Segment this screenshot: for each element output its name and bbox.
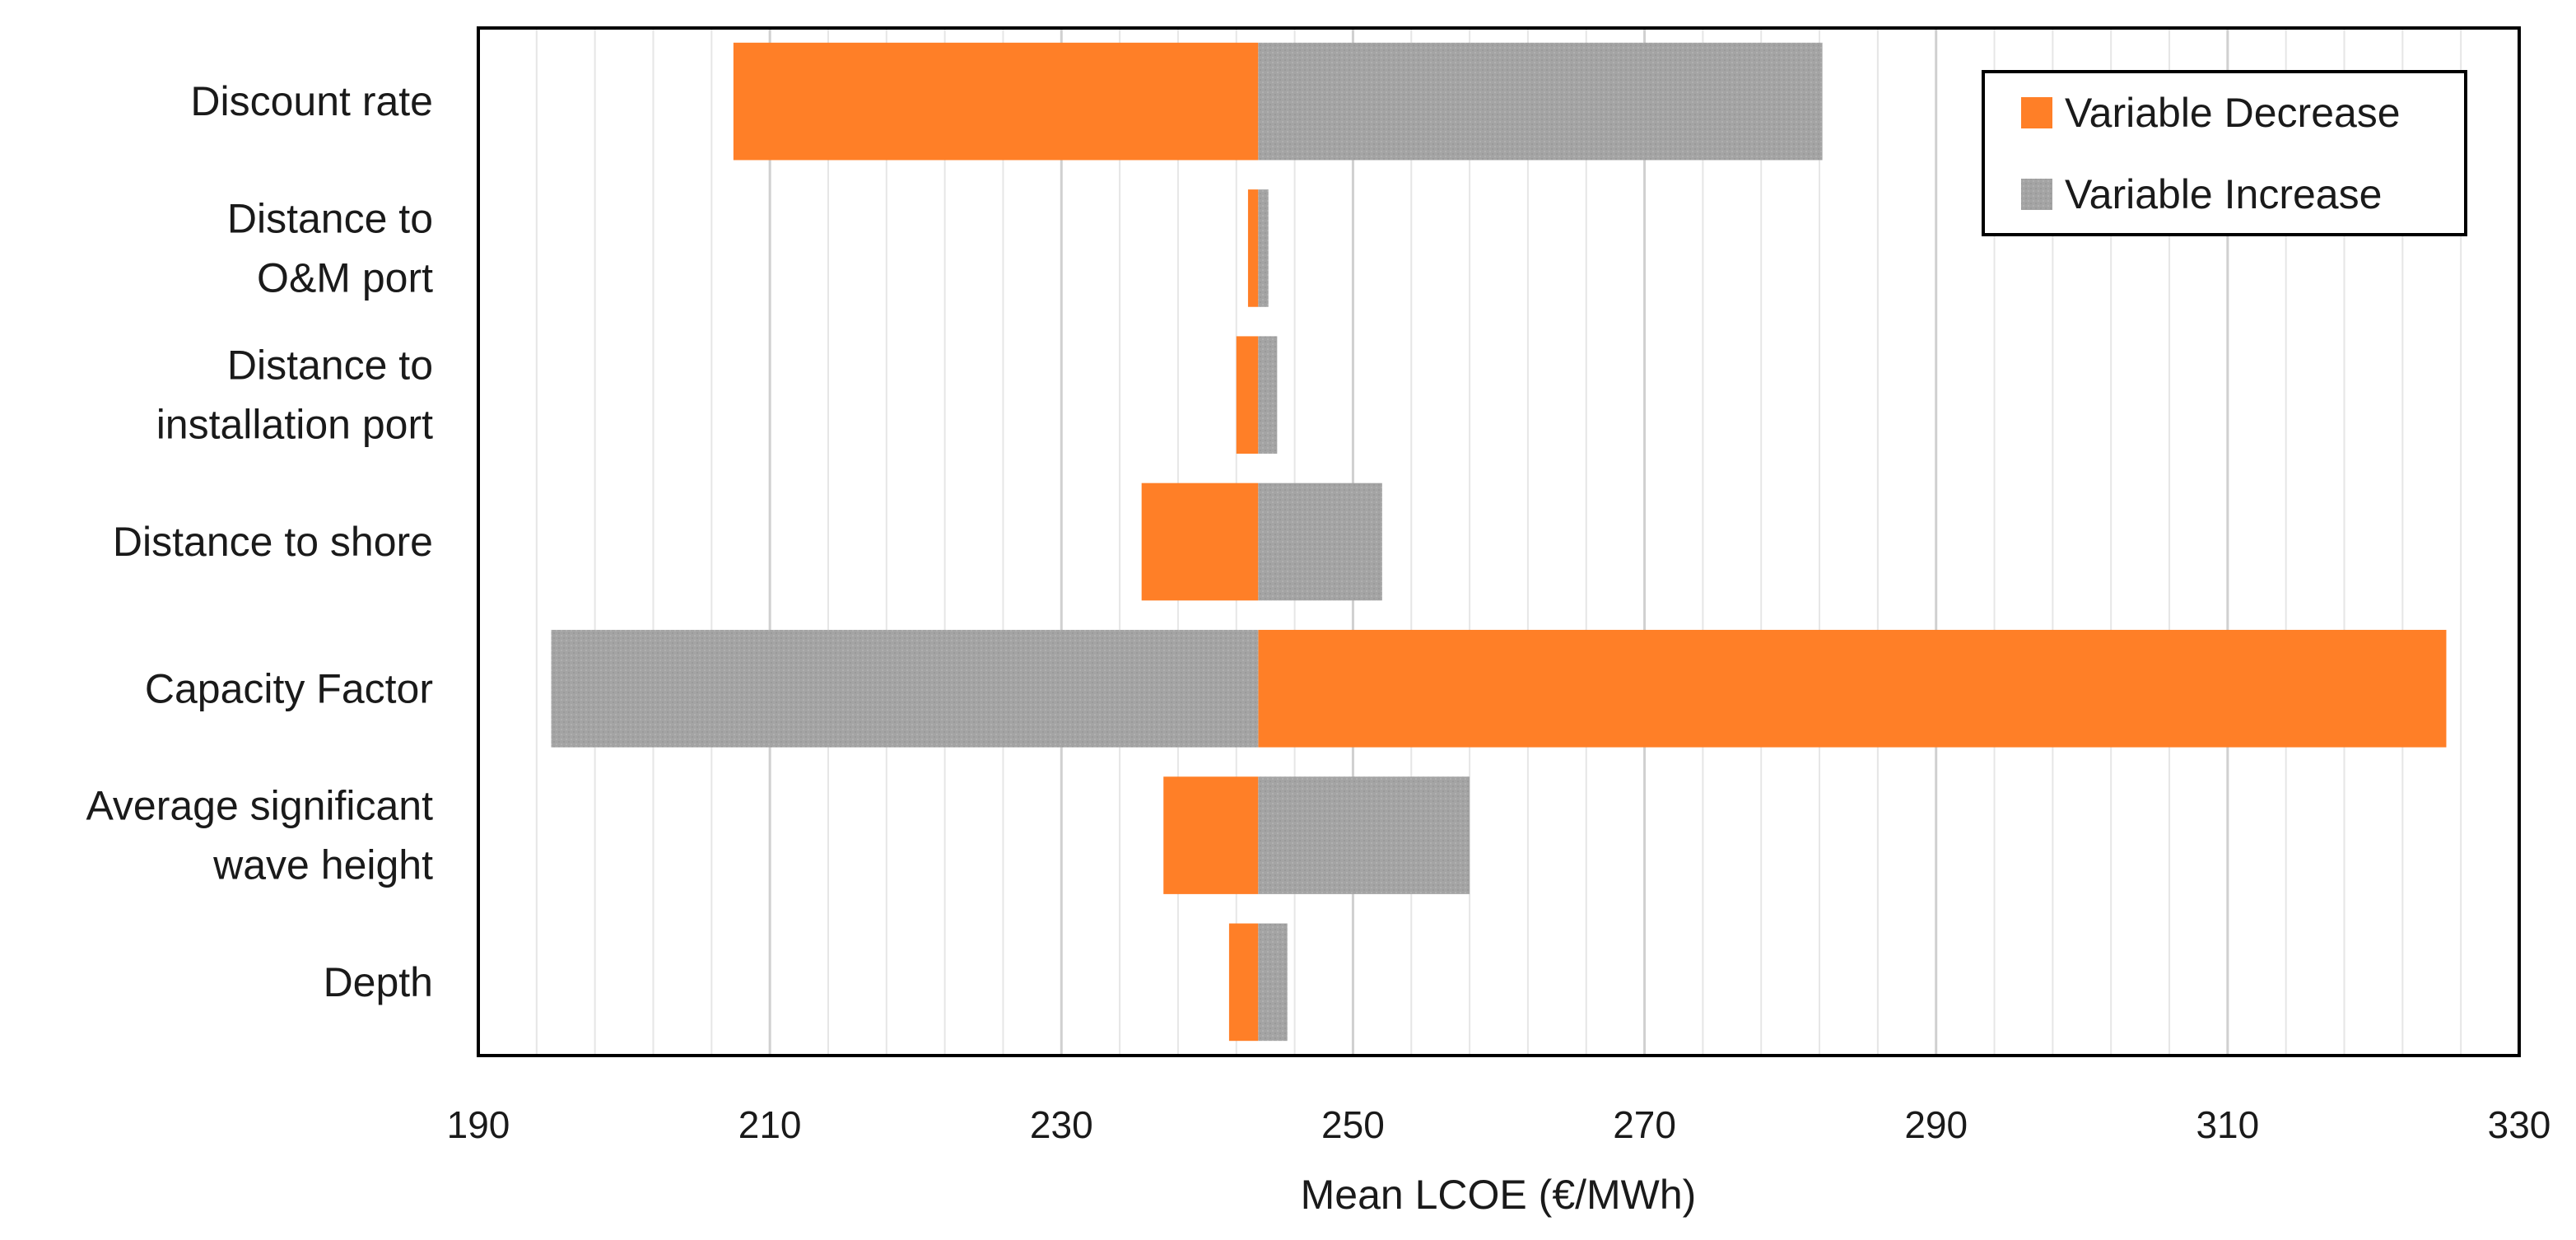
legend: Variable Decrease Variable Increase: [1982, 70, 2467, 236]
category-label-line: installation port: [156, 402, 433, 448]
category-label-line: Discount rate: [190, 78, 433, 124]
category-label-depth: Depth: [324, 959, 433, 1005]
category-label-average-significant-wave-height: Average significant wave height: [86, 783, 433, 888]
category-label-discount-rate: Discount rate: [190, 78, 433, 124]
bar-variable-increase-distance-to-installation-port: [1258, 336, 1278, 455]
category-label-line: wave height: [212, 842, 433, 888]
legend-swatch-variable-increase: [2021, 179, 2052, 210]
x-tick-label-310: 310: [2196, 1103, 2259, 1146]
bar-variable-decrease-distance-to-o-m-port: [1247, 189, 1259, 307]
x-tick-label-230: 230: [1030, 1103, 1093, 1146]
x-tick-label-210: 210: [738, 1103, 802, 1146]
legend-box: [1982, 70, 2467, 236]
x-axis-ticks: 190 210 230 250 270 290 310 330: [447, 1103, 2551, 1146]
bar-variable-increase-distance-to-shore: [1258, 482, 1382, 601]
category-label-line: Average significant: [86, 783, 433, 829]
category-label-line: Distance to: [227, 343, 433, 389]
category-label-line: Capacity Factor: [145, 665, 433, 711]
category-label-line: Distance to shore: [113, 519, 433, 565]
x-tick-label-330: 330: [2488, 1103, 2551, 1146]
bar-variable-decrease-distance-to-installation-port: [1236, 336, 1259, 455]
bar-variable-decrease-average-significant-wave-height: [1163, 776, 1259, 894]
bar-variable-increase-average-significant-wave-height: [1258, 776, 1470, 894]
bar-variable-decrease-capacity-factor: [1258, 629, 2447, 748]
category-label-distance-to-shore: Distance to shore: [113, 519, 433, 565]
bars: [551, 42, 2447, 1042]
bar-variable-increase-distance-to-o-m-port: [1258, 189, 1269, 307]
category-label-line: Depth: [324, 959, 433, 1005]
legend-swatch-variable-decrease: [2021, 97, 2052, 128]
category-label-capacity-factor: Capacity Factor: [145, 665, 433, 711]
legend-label-variable-decrease: Variable Decrease: [2065, 90, 2401, 136]
legend-label-variable-increase: Variable Increase: [2065, 171, 2382, 217]
category-label-distance-to-o-m-port: Distance to O&M port: [227, 195, 433, 301]
bar-variable-increase-capacity-factor: [551, 629, 1259, 748]
bar-variable-increase-depth: [1258, 923, 1288, 1042]
bar-variable-decrease-distance-to-shore: [1141, 482, 1259, 601]
bar-variable-increase-discount-rate: [1258, 42, 1823, 161]
bar-variable-decrease-discount-rate: [733, 42, 1259, 161]
legend-entries: Variable Decrease Variable Increase: [2021, 90, 2401, 217]
x-axis-title: Mean LCOE (€/MWh): [1301, 1172, 1697, 1218]
x-tick-label-270: 270: [1613, 1103, 1676, 1146]
category-label-line: O&M port: [257, 254, 433, 301]
category-label-line: Distance to: [227, 195, 433, 241]
x-tick-label-290: 290: [1904, 1103, 1968, 1146]
category-label-distance-to-installation-port: Distance to installation port: [156, 343, 433, 448]
x-tick-label-250: 250: [1321, 1103, 1385, 1146]
bar-variable-decrease-depth: [1228, 923, 1259, 1042]
x-tick-label-190: 190: [447, 1103, 510, 1146]
plot-area-frame: [477, 26, 2521, 1057]
